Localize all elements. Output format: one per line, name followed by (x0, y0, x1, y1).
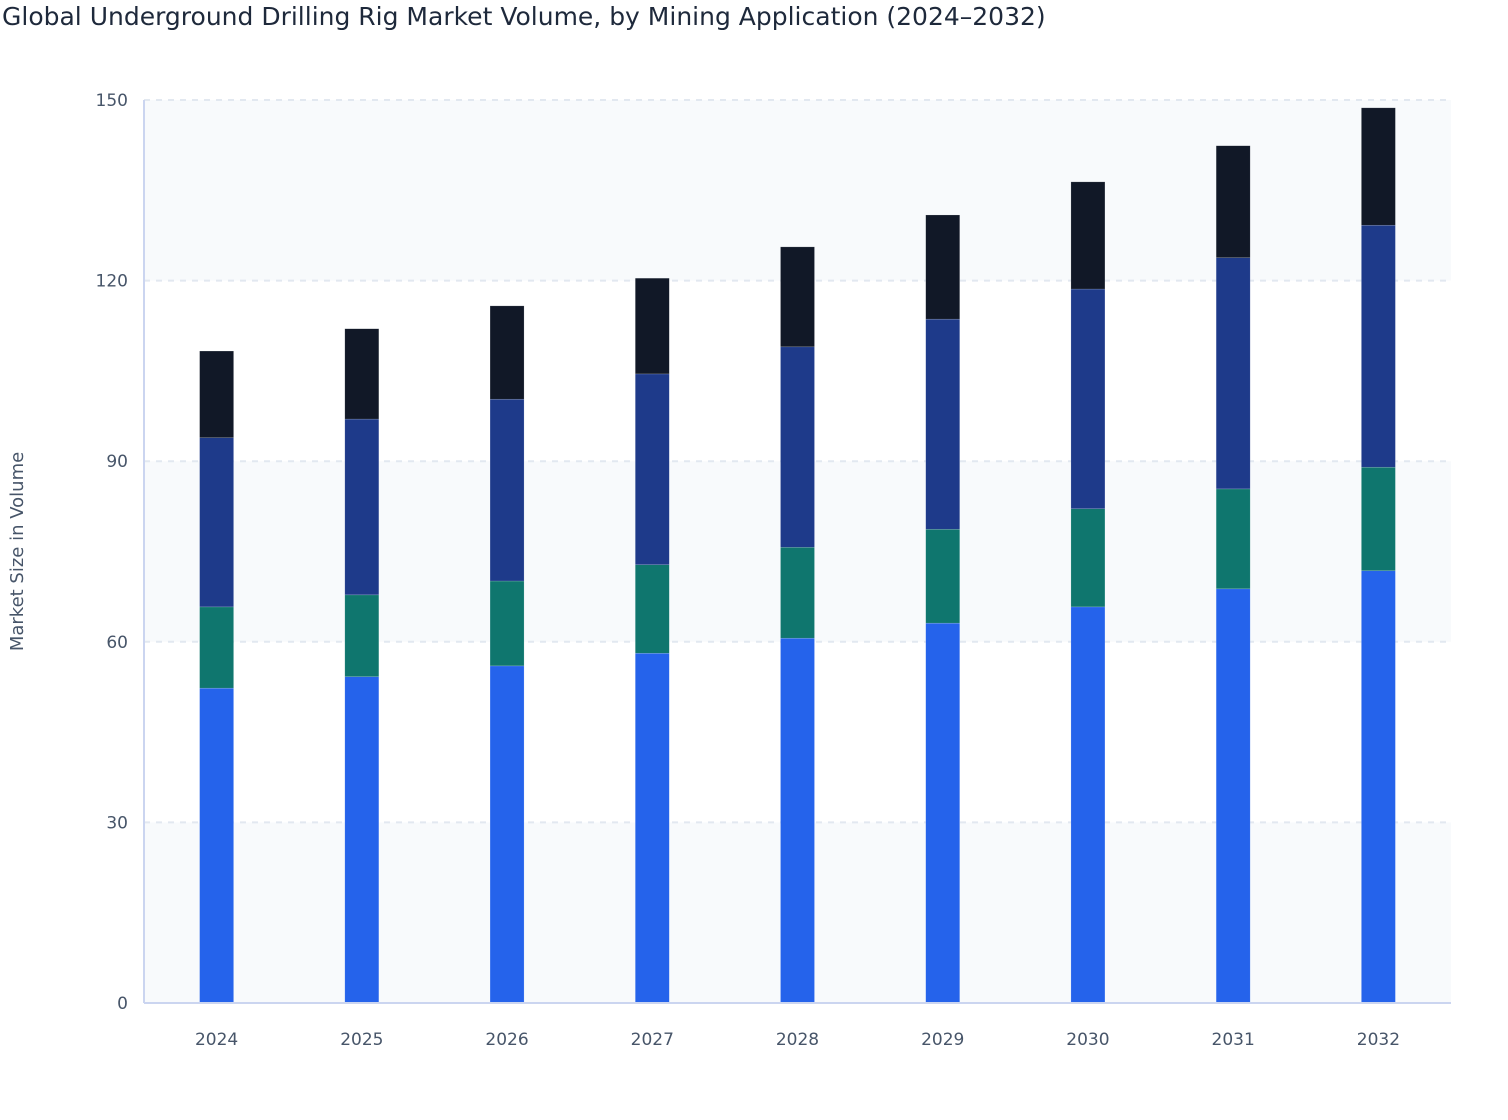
bar-segment-series-3 (1215, 257, 1251, 490)
x-tick-label: 2027 (631, 1030, 674, 1050)
bar-segment-series-3 (199, 437, 234, 608)
bar-segment-series-4 (489, 305, 525, 400)
x-tick-label: 2024 (195, 1030, 238, 1050)
bar-segment-series-1 (925, 622, 960, 1004)
bar-segment-series-2 (489, 580, 525, 667)
x-tick-label: 2028 (776, 1030, 819, 1050)
bar-segment-series-1 (1215, 588, 1251, 1004)
bar-segment-series-4 (344, 328, 380, 420)
bar-segment-series-1 (1361, 570, 1396, 1004)
bar-segment-series-2 (635, 564, 670, 654)
bar-segment-series-4 (1215, 145, 1251, 258)
bar-segment-series-1 (635, 652, 670, 1004)
x-tick-label: 2025 (340, 1030, 383, 1050)
bar-segment-series-3 (489, 398, 525, 582)
bar-segment-series-2 (1215, 488, 1251, 590)
x-tick-label: 2030 (1066, 1030, 1109, 1050)
bar-segment-series-2 (344, 594, 380, 677)
bar-segment-series-1 (489, 665, 525, 1004)
bar-segment-series-4 (780, 246, 815, 348)
y-axis-title: Market Size in Volume (7, 452, 28, 651)
bar-segment-series-4 (199, 350, 234, 438)
bar-segment-series-3 (780, 346, 815, 548)
y-tick-label: 150 (96, 91, 128, 111)
x-tick-label: 2032 (1357, 1030, 1400, 1050)
bar-segment-series-2 (1361, 466, 1396, 572)
bar-segment-series-2 (925, 528, 960, 624)
y-tick-label: 0 (117, 994, 128, 1014)
bar-segment-series-1 (1070, 606, 1106, 1004)
bar-segment-series-4 (635, 277, 670, 375)
x-tick-label: 2029 (921, 1030, 964, 1050)
bar-segment-series-4 (925, 214, 960, 320)
bar-segment-series-3 (925, 318, 960, 530)
y-tick-label: 60 (106, 633, 128, 653)
bar-segment-series-3 (635, 373, 670, 565)
bar-segment-series-1 (780, 637, 815, 1004)
bar-segment-series-3 (1361, 224, 1396, 468)
bar-segment-series-3 (344, 418, 380, 596)
chart-title: Global Underground Drilling Rig Market V… (2, 2, 1046, 31)
bar-segment-series-2 (780, 547, 815, 639)
bar-segment-series-1 (199, 687, 234, 1004)
bar-segment-series-4 (1361, 107, 1396, 226)
y-tick-label: 90 (106, 452, 128, 472)
bar-segment-series-2 (199, 606, 234, 689)
x-tick-label: 2026 (485, 1030, 528, 1050)
bar-segment-series-3 (1070, 288, 1106, 510)
bar-segment-series-2 (1070, 508, 1106, 608)
y-tick-label: 30 (106, 813, 128, 833)
bar-segment-series-4 (1070, 181, 1106, 290)
y-tick-label: 120 (96, 272, 128, 292)
x-tick-label: 2031 (1212, 1030, 1255, 1050)
bar-segment-series-1 (344, 676, 380, 1004)
